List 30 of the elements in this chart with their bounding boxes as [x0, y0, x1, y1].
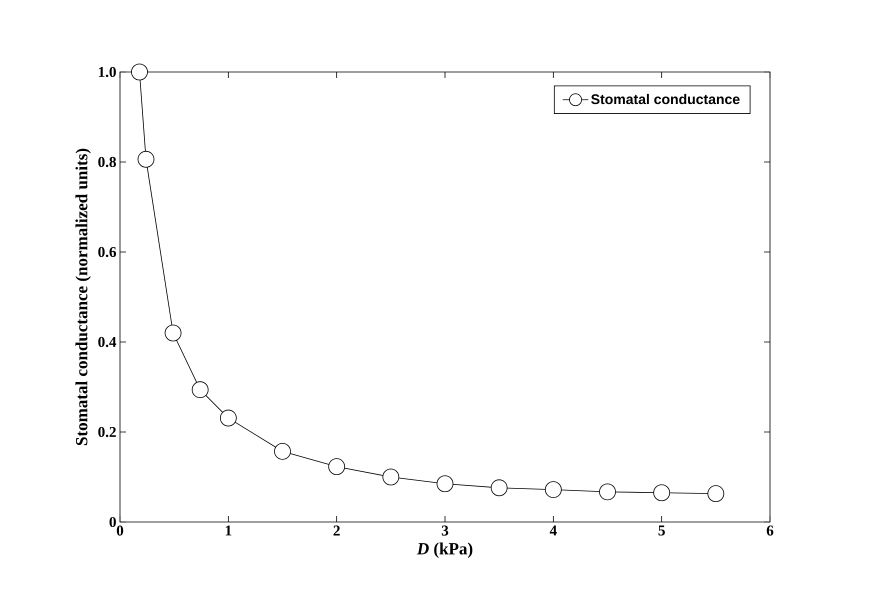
x-tick-label: 6 [766, 526, 774, 536]
point [436, 475, 454, 492]
y-tick-label: 0.2 [98, 426, 116, 438]
y-tick-label: 0.8 [98, 156, 116, 168]
point [138, 150, 154, 168]
point [599, 483, 616, 500]
point [328, 458, 346, 476]
point [544, 481, 562, 498]
x-axis-title: D (kPa) [416, 542, 472, 558]
x-tick-label: 1 [226, 526, 232, 536]
x-tick-label: 2 [334, 526, 340, 536]
x-tick-label: 3 [442, 526, 448, 536]
y-tick-label: 0 [110, 516, 116, 528]
point [653, 484, 670, 502]
point [707, 485, 724, 502]
y-axis-title: Stomatal conductance (normalized units) [75, 148, 91, 446]
point [274, 442, 291, 460]
point [131, 64, 148, 80]
point [192, 381, 209, 398]
point [490, 479, 508, 496]
y-tick-label: 0.4 [98, 336, 116, 348]
x-tick-label: 5 [658, 526, 665, 536]
x-tick-label: 0 [116, 526, 124, 536]
point [382, 468, 400, 486]
point [220, 410, 237, 426]
y-tick-label: 1.0 [98, 66, 116, 78]
x-tick-label: 4 [550, 526, 557, 536]
legend-label: Stomatal conductance [591, 94, 740, 104]
y-tick-label: 0.6 [98, 246, 116, 258]
point [164, 324, 182, 342]
